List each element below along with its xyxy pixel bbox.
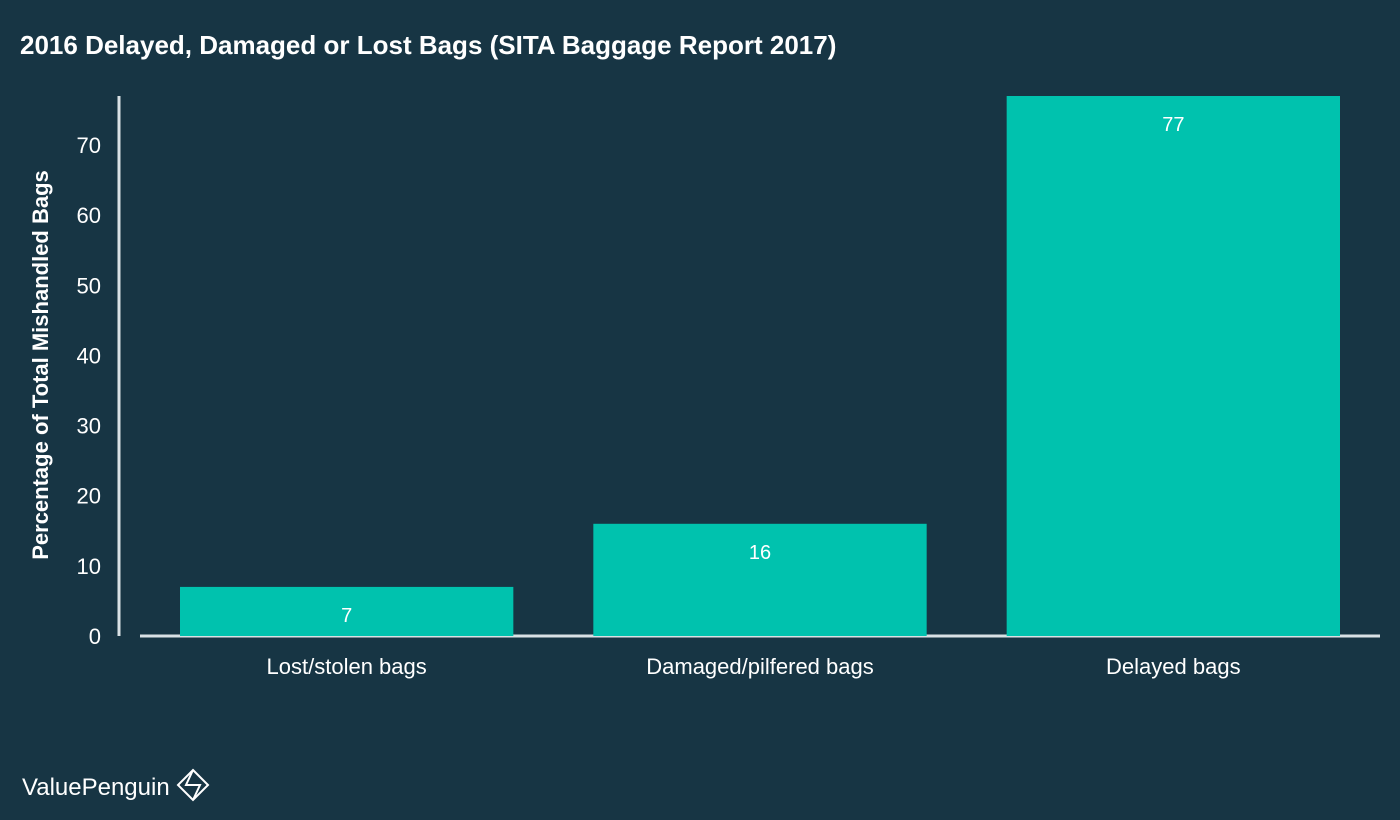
y-tick-label: 20 bbox=[77, 484, 101, 509]
x-tick-label: Damaged/pilfered bags bbox=[646, 654, 873, 679]
bar bbox=[593, 523, 927, 636]
valuepenguin-logo-icon bbox=[176, 768, 210, 807]
y-ticks: 0 10 20 30 40 50 60 70 bbox=[77, 133, 101, 649]
bar bbox=[1006, 96, 1340, 636]
y-tick-label: 40 bbox=[77, 343, 101, 368]
y-tick-label: 30 bbox=[77, 414, 101, 439]
brand-logo: ValuePenguin bbox=[22, 768, 210, 807]
brand-name: ValuePenguin bbox=[22, 773, 170, 801]
bars: 7 Lost/stolen bags 16 Damaged/pilfered bags… bbox=[180, 96, 1340, 679]
x-tick-label: Delayed bags bbox=[1106, 654, 1241, 679]
bar-data-label: 77 bbox=[1162, 114, 1184, 136]
y-tick-label: 0 bbox=[89, 624, 101, 649]
chart-title: 2016 Delayed, Damaged or Lost Bags (SITA… bbox=[20, 30, 837, 60]
y-tick-label: 70 bbox=[77, 133, 101, 158]
y-tick-label: 10 bbox=[77, 554, 101, 579]
x-tick-label: Lost/stolen bags bbox=[267, 654, 427, 679]
y-tick-label: 50 bbox=[77, 273, 101, 298]
y-axis-label: Percentage of Total Mishandled Bags bbox=[28, 170, 53, 560]
y-tick-label: 60 bbox=[77, 203, 101, 228]
bar-data-label: 16 bbox=[749, 542, 771, 564]
bar bbox=[180, 586, 514, 636]
bar-data-label: 7 bbox=[341, 605, 352, 627]
